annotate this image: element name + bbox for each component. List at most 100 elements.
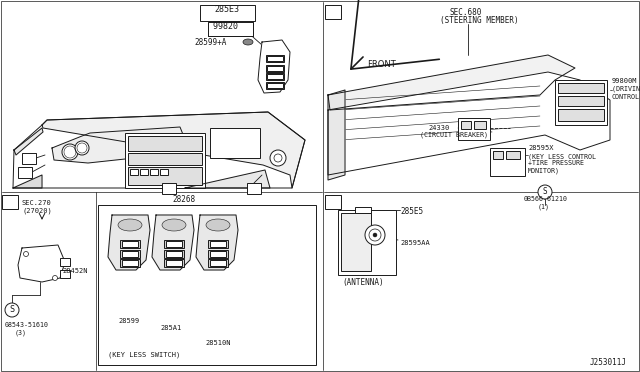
Ellipse shape: [162, 219, 186, 231]
Text: C: C: [8, 195, 13, 204]
Bar: [18, 167, 32, 178]
Bar: [210, 128, 260, 158]
Bar: [200, 5, 255, 21]
Bar: [128, 136, 202, 151]
Bar: [210, 251, 226, 257]
Bar: [506, 151, 520, 159]
Bar: [120, 259, 140, 267]
Text: 28510N: 28510N: [205, 340, 230, 346]
Text: C: C: [252, 183, 256, 192]
Text: 285A1: 285A1: [160, 325, 181, 331]
Bar: [164, 240, 184, 248]
Text: SEC.680: SEC.680: [450, 8, 483, 17]
Bar: [266, 82, 284, 89]
Text: (KEY LESS CONTROL: (KEY LESS CONTROL: [528, 153, 596, 160]
Circle shape: [270, 150, 286, 166]
Text: (3): (3): [15, 330, 27, 337]
Text: 0B566-61210: 0B566-61210: [524, 196, 568, 202]
Bar: [208, 259, 228, 267]
Bar: [208, 22, 253, 36]
Bar: [162, 183, 176, 194]
Circle shape: [24, 251, 29, 257]
Bar: [266, 65, 284, 72]
Bar: [461, 121, 471, 129]
Text: 28268: 28268: [172, 195, 196, 204]
Bar: [558, 83, 604, 93]
Text: +TIRE PRESSURE: +TIRE PRESSURE: [528, 160, 584, 166]
Bar: [120, 240, 140, 248]
Polygon shape: [328, 55, 575, 110]
Text: CONTROL): CONTROL): [612, 93, 640, 99]
Text: (1): (1): [538, 204, 550, 211]
Bar: [558, 96, 604, 106]
Bar: [128, 153, 202, 165]
Bar: [490, 148, 525, 176]
Circle shape: [538, 185, 552, 199]
Text: MONITOR): MONITOR): [528, 167, 560, 173]
Bar: [267, 83, 283, 88]
Text: A: A: [22, 167, 28, 176]
Bar: [125, 133, 205, 188]
Circle shape: [62, 144, 78, 160]
Bar: [267, 56, 283, 61]
Bar: [2, 195, 18, 209]
Bar: [140, 169, 148, 175]
Bar: [128, 167, 202, 185]
Text: 285E5: 285E5: [400, 207, 423, 216]
Bar: [208, 240, 228, 248]
Bar: [164, 250, 184, 258]
Bar: [210, 260, 226, 266]
Text: 99800M: 99800M: [612, 78, 637, 84]
Text: SEC.270: SEC.270: [22, 200, 52, 206]
Text: A: A: [27, 153, 31, 162]
Polygon shape: [108, 215, 150, 270]
Text: B: B: [330, 195, 335, 204]
Bar: [267, 66, 283, 71]
Ellipse shape: [243, 39, 253, 45]
Circle shape: [75, 141, 89, 155]
Polygon shape: [185, 170, 270, 188]
Text: 28595AA: 28595AA: [400, 240, 429, 246]
Bar: [166, 251, 182, 257]
Bar: [493, 151, 503, 159]
Circle shape: [365, 225, 385, 245]
Bar: [338, 210, 396, 275]
Bar: [60, 270, 70, 278]
Text: S: S: [543, 187, 547, 196]
Ellipse shape: [118, 219, 142, 231]
Bar: [120, 250, 140, 258]
Bar: [160, 169, 168, 175]
Polygon shape: [13, 175, 42, 188]
Polygon shape: [196, 215, 238, 270]
Bar: [266, 73, 284, 80]
Text: 28452N: 28452N: [62, 268, 88, 274]
Bar: [208, 250, 228, 258]
Polygon shape: [13, 112, 305, 188]
Text: (27020): (27020): [22, 208, 52, 215]
Polygon shape: [328, 90, 345, 180]
Text: FRONT: FRONT: [367, 60, 396, 69]
Text: (KEY LESS SWITCH): (KEY LESS SWITCH): [108, 352, 180, 359]
Polygon shape: [152, 215, 194, 270]
Ellipse shape: [206, 219, 230, 231]
Bar: [122, 241, 138, 247]
Text: 24330: 24330: [428, 125, 449, 131]
Bar: [474, 121, 486, 129]
Circle shape: [373, 233, 377, 237]
Bar: [210, 241, 226, 247]
Bar: [247, 183, 261, 194]
Text: 285E3: 285E3: [214, 5, 239, 14]
Bar: [266, 55, 284, 62]
Text: 99820: 99820: [208, 22, 238, 31]
Bar: [98, 205, 316, 365]
Bar: [150, 169, 158, 175]
Bar: [325, 195, 341, 209]
Text: S: S: [10, 305, 15, 314]
Text: (STEERING MEMBER): (STEERING MEMBER): [440, 16, 518, 25]
Bar: [122, 260, 138, 266]
Text: 08543-51610: 08543-51610: [5, 322, 49, 328]
Text: A: A: [330, 5, 335, 14]
Polygon shape: [52, 127, 190, 163]
Bar: [130, 169, 138, 175]
Bar: [267, 74, 283, 79]
